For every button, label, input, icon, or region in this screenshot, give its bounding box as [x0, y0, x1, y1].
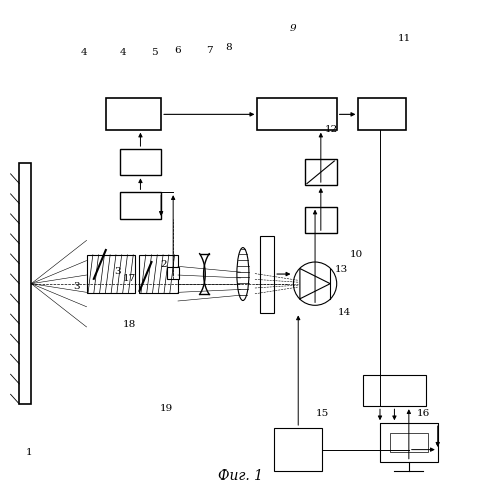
Text: 10: 10 — [348, 250, 362, 260]
Text: 3: 3 — [114, 267, 121, 276]
Text: 4: 4 — [81, 48, 87, 58]
Text: 14: 14 — [336, 308, 350, 317]
Text: 17: 17 — [123, 274, 136, 283]
Bar — [305, 206, 336, 233]
Text: 4: 4 — [119, 48, 126, 58]
Text: 1: 1 — [25, 448, 32, 456]
Text: 11: 11 — [396, 34, 410, 43]
Text: 8: 8 — [225, 44, 231, 52]
Bar — [19, 164, 31, 404]
Bar — [358, 98, 406, 130]
Bar — [120, 149, 161, 176]
Text: 19: 19 — [159, 404, 172, 413]
Bar — [139, 255, 178, 294]
Text: 5: 5 — [150, 48, 157, 58]
Text: 2: 2 — [160, 260, 167, 269]
Bar — [120, 192, 161, 218]
Bar — [259, 236, 274, 312]
Text: 15: 15 — [315, 409, 328, 418]
Text: 7: 7 — [205, 46, 212, 55]
Bar — [362, 375, 425, 406]
Bar — [86, 255, 134, 294]
Text: 9: 9 — [289, 24, 296, 33]
Ellipse shape — [236, 248, 249, 300]
Bar — [379, 423, 437, 462]
Bar — [305, 158, 336, 185]
Text: Фиг. 1: Фиг. 1 — [217, 469, 263, 483]
Bar — [274, 428, 322, 472]
Bar — [167, 267, 179, 279]
Text: 16: 16 — [416, 409, 429, 418]
Bar — [106, 98, 161, 130]
Text: 18: 18 — [123, 320, 136, 329]
Bar — [257, 98, 336, 130]
Bar — [389, 433, 427, 452]
Text: 3: 3 — [73, 282, 80, 290]
Text: 12: 12 — [324, 125, 338, 134]
Text: 6: 6 — [174, 46, 181, 55]
Text: 13: 13 — [334, 264, 348, 274]
